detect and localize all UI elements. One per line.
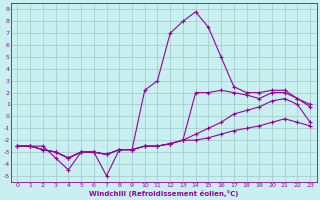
X-axis label: Windchill (Refroidissement éolien,°C): Windchill (Refroidissement éolien,°C) (89, 190, 238, 197)
